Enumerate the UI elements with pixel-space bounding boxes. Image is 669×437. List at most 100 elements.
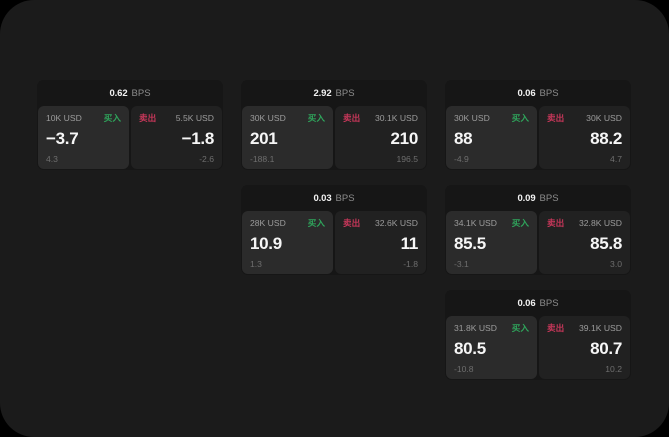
sell-panel[interactable]: 卖出 30.1K USD 210 196.5 [335, 106, 426, 169]
buy-delta: -10.8 [454, 364, 474, 374]
sell-panel[interactable]: 卖出 39.1K USD 80.7 10.2 [539, 316, 630, 379]
sell-price: 88.2 [590, 129, 622, 148]
buy-panel[interactable]: 28K USD 买入 10.9 1.3 [242, 211, 333, 274]
buy-size-label: 34.1K USD [454, 218, 497, 228]
quote-card[interactable]: 2.92 BPS 30K USD 买入 201 -188.1 [241, 80, 427, 170]
card-body: 34.1K USD 买入 85.5 -3.1 卖出 32.8K USD 85. [445, 211, 631, 275]
buy-action-label: 买入 [103, 113, 121, 123]
buy-price: 88 [454, 129, 473, 148]
buy-size-label: 31.8K USD [454, 323, 497, 333]
sell-action-label: 卖出 [547, 113, 565, 123]
buy-size-label: 30K USD [250, 113, 286, 123]
sell-panel[interactable]: 卖出 32.6K USD 11 -1.8 [335, 211, 426, 274]
sell-price: 210 [390, 129, 419, 148]
sell-price: 85.8 [590, 234, 622, 253]
buy-delta: 4.3 [46, 154, 58, 164]
buy-price: 10.9 [250, 234, 282, 253]
buy-price: 85.5 [454, 234, 486, 253]
bps-value: 0.06 [517, 87, 536, 99]
card-body: 31.8K USD 买入 80.5 -10.8 卖出 39.1K USD 80 [445, 316, 631, 380]
sell-panel[interactable]: 卖出 5.5K USD −1.8 -2.6 [131, 106, 222, 169]
buy-price: −3.7 [46, 129, 79, 148]
buy-action-label: 买入 [511, 218, 529, 228]
buy-panel[interactable]: 31.8K USD 买入 80.5 -10.8 [446, 316, 537, 379]
buy-panel[interactable]: 30K USD 买入 201 -188.1 [242, 106, 333, 169]
card-body: 30K USD 买入 88 -4.9 卖出 30K USD 88.2 [445, 106, 631, 170]
card-header: 0.06 BPS [445, 80, 631, 106]
buy-action-label: 买入 [511, 113, 529, 123]
buy-action-label: 买入 [307, 218, 325, 228]
sell-price: −1.8 [181, 129, 215, 148]
sell-panel-header: 卖出 30K USD [547, 112, 622, 125]
sell-delta: 3.0 [610, 259, 622, 269]
buy-delta: 1.3 [250, 259, 262, 269]
bps-value: 0.06 [517, 297, 536, 309]
buy-delta: -3.1 [454, 259, 469, 269]
sell-action-label: 卖出 [547, 218, 565, 228]
buy-panel-header: 34.1K USD 买入 [454, 217, 529, 230]
bps-value: 0.09 [517, 192, 536, 204]
sell-action-label: 卖出 [547, 323, 565, 333]
sell-delta: -1.8 [403, 259, 418, 269]
sell-delta: 10.2 [605, 364, 622, 374]
buy-size-label: 30K USD [454, 113, 490, 123]
bps-unit-label: BPS [539, 192, 559, 204]
sell-action-label: 卖出 [343, 113, 361, 123]
card-body: 28K USD 买入 10.9 1.3 卖出 32.6K USD 11 [241, 211, 427, 275]
quote-card[interactable]: 0.03 BPS 28K USD 买入 10.9 1.3 [241, 185, 427, 275]
buy-size-label: 28K USD [250, 218, 286, 228]
quote-card[interactable]: 0.06 BPS 31.8K USD 买入 80.5 -10.8 [445, 290, 631, 380]
bps-unit-label: BPS [335, 192, 355, 204]
card-header: 0.62 BPS [37, 80, 223, 106]
sell-delta: 4.7 [610, 154, 622, 164]
buy-panel-header: 30K USD 买入 [454, 112, 529, 125]
sell-size-label: 30.1K USD [375, 113, 418, 123]
quote-card-grid: 0.62 BPS 10K USD 买入 −3.7 4.3 [37, 80, 637, 390]
sell-panel-header: 卖出 32.6K USD [343, 217, 418, 230]
sell-panel[interactable]: 卖出 30K USD 88.2 4.7 [539, 106, 630, 169]
buy-delta: -188.1 [250, 154, 275, 164]
sell-panel-header: 卖出 32.8K USD [547, 217, 622, 230]
buy-panel-header: 31.8K USD 买入 [454, 322, 529, 335]
bps-value: 0.03 [313, 192, 332, 204]
buy-size-label: 10K USD [46, 113, 82, 123]
quote-card[interactable]: 0.06 BPS 30K USD 买入 88 -4.9 [445, 80, 631, 170]
bps-unit-label: BPS [539, 87, 559, 99]
buy-panel[interactable]: 34.1K USD 买入 85.5 -3.1 [446, 211, 537, 274]
buy-panel-header: 10K USD 买入 [46, 112, 121, 125]
card-body: 30K USD 买入 201 -188.1 卖出 30.1K USD 210 [241, 106, 427, 170]
sell-delta: -2.6 [199, 154, 214, 164]
buy-panel[interactable]: 30K USD 买入 88 -4.9 [446, 106, 537, 169]
sell-delta: 196.5 [396, 154, 418, 164]
sell-panel-header: 卖出 30.1K USD [343, 112, 418, 125]
buy-price: 80.5 [454, 339, 486, 358]
sell-action-label: 卖出 [139, 113, 157, 123]
bps-unit-label: BPS [539, 297, 559, 309]
card-header: 0.03 BPS [241, 185, 427, 211]
card-header: 2.92 BPS [241, 80, 427, 106]
buy-panel-header: 28K USD 买入 [250, 217, 325, 230]
bps-value: 2.92 [313, 87, 332, 99]
sell-price: 80.7 [590, 339, 622, 358]
quote-card[interactable]: 0.09 BPS 34.1K USD 买入 85.5 -3.1 [445, 185, 631, 275]
sell-action-label: 卖出 [343, 218, 361, 228]
buy-delta: -4.9 [454, 154, 469, 164]
sell-panel[interactable]: 卖出 32.8K USD 85.8 3.0 [539, 211, 630, 274]
buy-action-label: 买入 [511, 323, 529, 333]
buy-panel-header: 30K USD 买入 [250, 112, 325, 125]
bps-value: 0.62 [109, 87, 128, 99]
sell-size-label: 5.5K USD [175, 113, 214, 123]
sell-panel-header: 卖出 5.5K USD [139, 112, 214, 125]
sell-size-label: 32.6K USD [375, 218, 418, 228]
quote-card[interactable]: 0.62 BPS 10K USD 买入 −3.7 4.3 [37, 80, 223, 170]
card-header: 0.06 BPS [445, 290, 631, 316]
sell-price: 11 [400, 234, 419, 253]
card-body: 10K USD 买入 −3.7 4.3 卖出 5.5K USD −1.8 [37, 106, 223, 170]
sell-size-label: 32.8K USD [579, 218, 622, 228]
buy-panel[interactable]: 10K USD 买入 −3.7 4.3 [38, 106, 129, 169]
sell-size-label: 30K USD [586, 113, 622, 123]
buy-price: 201 [250, 129, 278, 148]
sell-size-label: 39.1K USD [579, 323, 622, 333]
